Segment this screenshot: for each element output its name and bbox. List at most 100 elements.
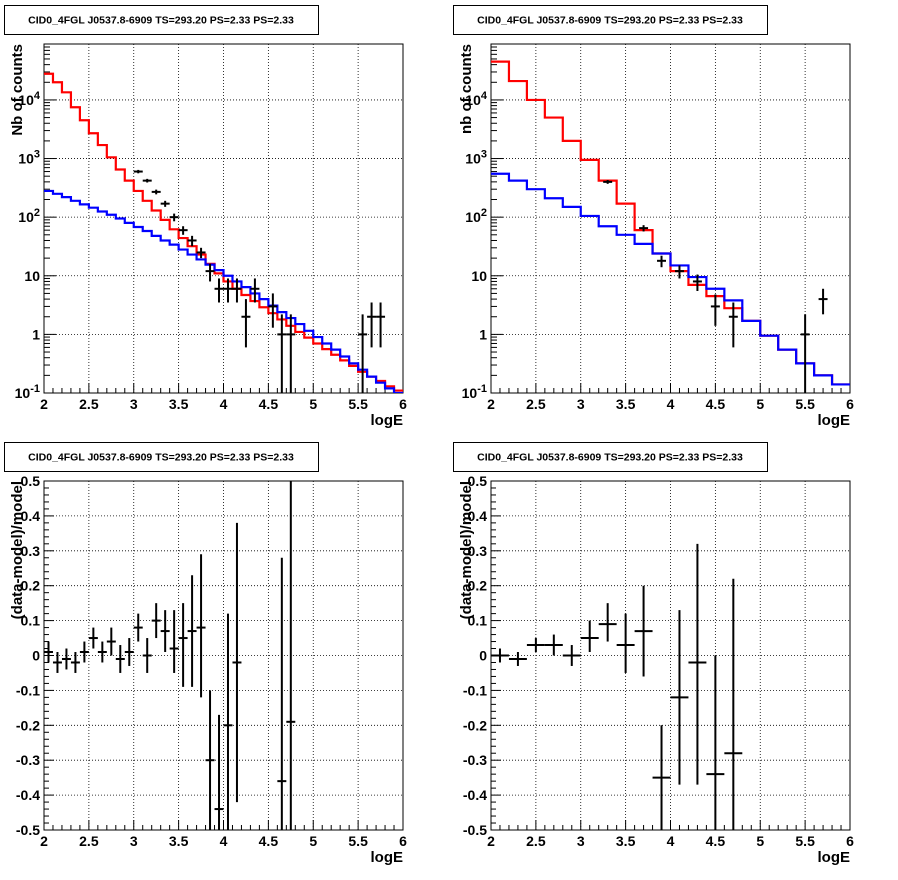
x-tick-label: 4 xyxy=(220,833,228,849)
source-model-histogram xyxy=(491,172,850,386)
axis-ticks xyxy=(490,480,851,831)
x-tick-label: 2 xyxy=(487,396,495,412)
data-point xyxy=(169,610,179,673)
data-point xyxy=(692,274,702,291)
x-tick-label: 3.5 xyxy=(169,833,189,849)
data-point xyxy=(61,648,71,670)
data-point xyxy=(603,180,613,184)
y-axis-label: (data-model)/model xyxy=(458,481,475,619)
plot-title: CID0_4FGL J0537.8-6909 TS=293.20 PS=2.33… xyxy=(28,15,294,27)
panel-bottom-right: CID0_4FGL J0537.8-6909 TS=293.20 PS=2.33… xyxy=(449,437,898,875)
panel-bottom-left: CID0_4FGL J0537.8-6909 TS=293.20 PS=2.33… xyxy=(0,437,449,875)
y-tick-label: -0.4 xyxy=(463,787,487,803)
x-tick-label: 3.5 xyxy=(616,396,636,412)
data-point xyxy=(674,265,684,279)
x-tick-label: 3 xyxy=(577,833,585,849)
y-tick-label: 1 xyxy=(479,326,487,342)
data-point xyxy=(232,278,242,303)
y-tick-label: 0.5 xyxy=(468,473,488,489)
data-point xyxy=(169,213,179,222)
y-tick-label: 0.4 xyxy=(21,508,41,524)
y-tick-label: -0.1 xyxy=(463,682,487,698)
data-point xyxy=(160,610,170,653)
data-point xyxy=(97,641,107,663)
data-point xyxy=(367,302,377,348)
x-axis-label: logE xyxy=(371,849,404,866)
data-point xyxy=(286,314,296,393)
x-tick-label: 5 xyxy=(309,396,317,412)
plot-title: CID0_4FGL J0537.8-6909 TS=293.20 PS=2.33… xyxy=(477,15,743,27)
data-point xyxy=(376,302,386,348)
x-tick-label: 5 xyxy=(756,396,764,412)
data-point xyxy=(598,603,617,642)
data-point xyxy=(115,645,125,673)
data-layer xyxy=(491,60,850,393)
x-tick-label: 3 xyxy=(130,396,138,412)
data-point xyxy=(44,641,53,663)
x-tick-label: 6 xyxy=(399,396,407,412)
data-point xyxy=(544,634,563,656)
data-point xyxy=(223,613,233,830)
y-tick-label: 0.1 xyxy=(468,613,488,629)
x-tick-label: 2 xyxy=(40,396,48,412)
data-point xyxy=(818,288,828,315)
y-tick-label: 0.2 xyxy=(21,578,41,594)
y-tick-label: 10-1 xyxy=(462,383,487,401)
counts-plot-left: CID0_4FGL J0537.8-6909 TS=293.20 PS=2.33… xyxy=(4,5,407,429)
y-tick-label: 0.4 xyxy=(468,508,488,524)
data-point xyxy=(706,655,725,830)
x-tick-label: 4 xyxy=(667,833,675,849)
y-tick-label: 104 xyxy=(18,90,41,108)
y-tick-label: -0.3 xyxy=(16,752,40,768)
y-tick-label: 102 xyxy=(465,207,487,225)
y-tick-label: -0.1 xyxy=(16,682,40,698)
x-tick-label: 5 xyxy=(756,833,764,849)
data-point xyxy=(142,638,152,673)
data-point xyxy=(88,627,98,649)
residual-plot-left: CID0_4FGL J0537.8-6909 TS=293.20 PS=2.33… xyxy=(4,442,407,866)
x-tick-label: 4.5 xyxy=(706,833,726,849)
y-tick-label: -0.5 xyxy=(463,822,487,838)
counts-plot-right: CID0_4FGL J0537.8-6909 TS=293.20 PS=2.33… xyxy=(453,5,854,429)
data-point xyxy=(268,293,278,328)
x-tick-label: 2 xyxy=(40,833,48,849)
data-layer xyxy=(491,543,743,830)
x-tick-label: 5.5 xyxy=(795,396,815,412)
y-tick-label: 10-1 xyxy=(15,383,40,401)
x-tick-label: 6 xyxy=(846,396,854,412)
x-tick-label: 5.5 xyxy=(348,833,368,849)
source-model-histogram xyxy=(44,189,403,393)
title-box xyxy=(4,442,319,472)
x-tick-label: 2.5 xyxy=(79,833,99,849)
data-point xyxy=(241,299,251,348)
data-point xyxy=(214,278,224,303)
data-point xyxy=(52,652,62,673)
panel-top-right: CID0_4FGL J0537.8-6909 TS=293.20 PS=2.33… xyxy=(449,0,898,437)
x-tick-label: 3.5 xyxy=(616,833,636,849)
data-point xyxy=(133,169,143,174)
data-point xyxy=(562,645,581,666)
x-tick-label: 2.5 xyxy=(79,396,99,412)
y-axis-label: Nb of counts xyxy=(9,44,26,136)
data-point xyxy=(232,522,242,803)
y-tick-label: -0.4 xyxy=(16,787,40,803)
data-point xyxy=(286,481,296,830)
x-tick-label: 2.5 xyxy=(526,396,546,412)
y-tick-label: 104 xyxy=(465,90,488,108)
x-tick-label: 3 xyxy=(130,833,138,849)
y-tick-label: 10 xyxy=(24,268,40,284)
y-tick-label: 0.2 xyxy=(468,578,488,594)
data-layer xyxy=(44,481,296,830)
y-tick-label: 103 xyxy=(18,149,40,167)
data-point xyxy=(196,554,206,698)
plot-title: CID0_4FGL J0537.8-6909 TS=293.20 PS=2.33… xyxy=(477,452,743,464)
x-axis-label: logE xyxy=(818,412,851,429)
x-tick-label: 4.5 xyxy=(259,396,279,412)
total-model-histogram xyxy=(44,72,403,392)
data-point xyxy=(277,314,287,393)
panel-top-left: CID0_4FGL J0537.8-6909 TS=293.20 PS=2.33… xyxy=(0,0,449,437)
data-point xyxy=(187,235,197,247)
data-point xyxy=(508,652,527,666)
data-point xyxy=(670,610,689,785)
